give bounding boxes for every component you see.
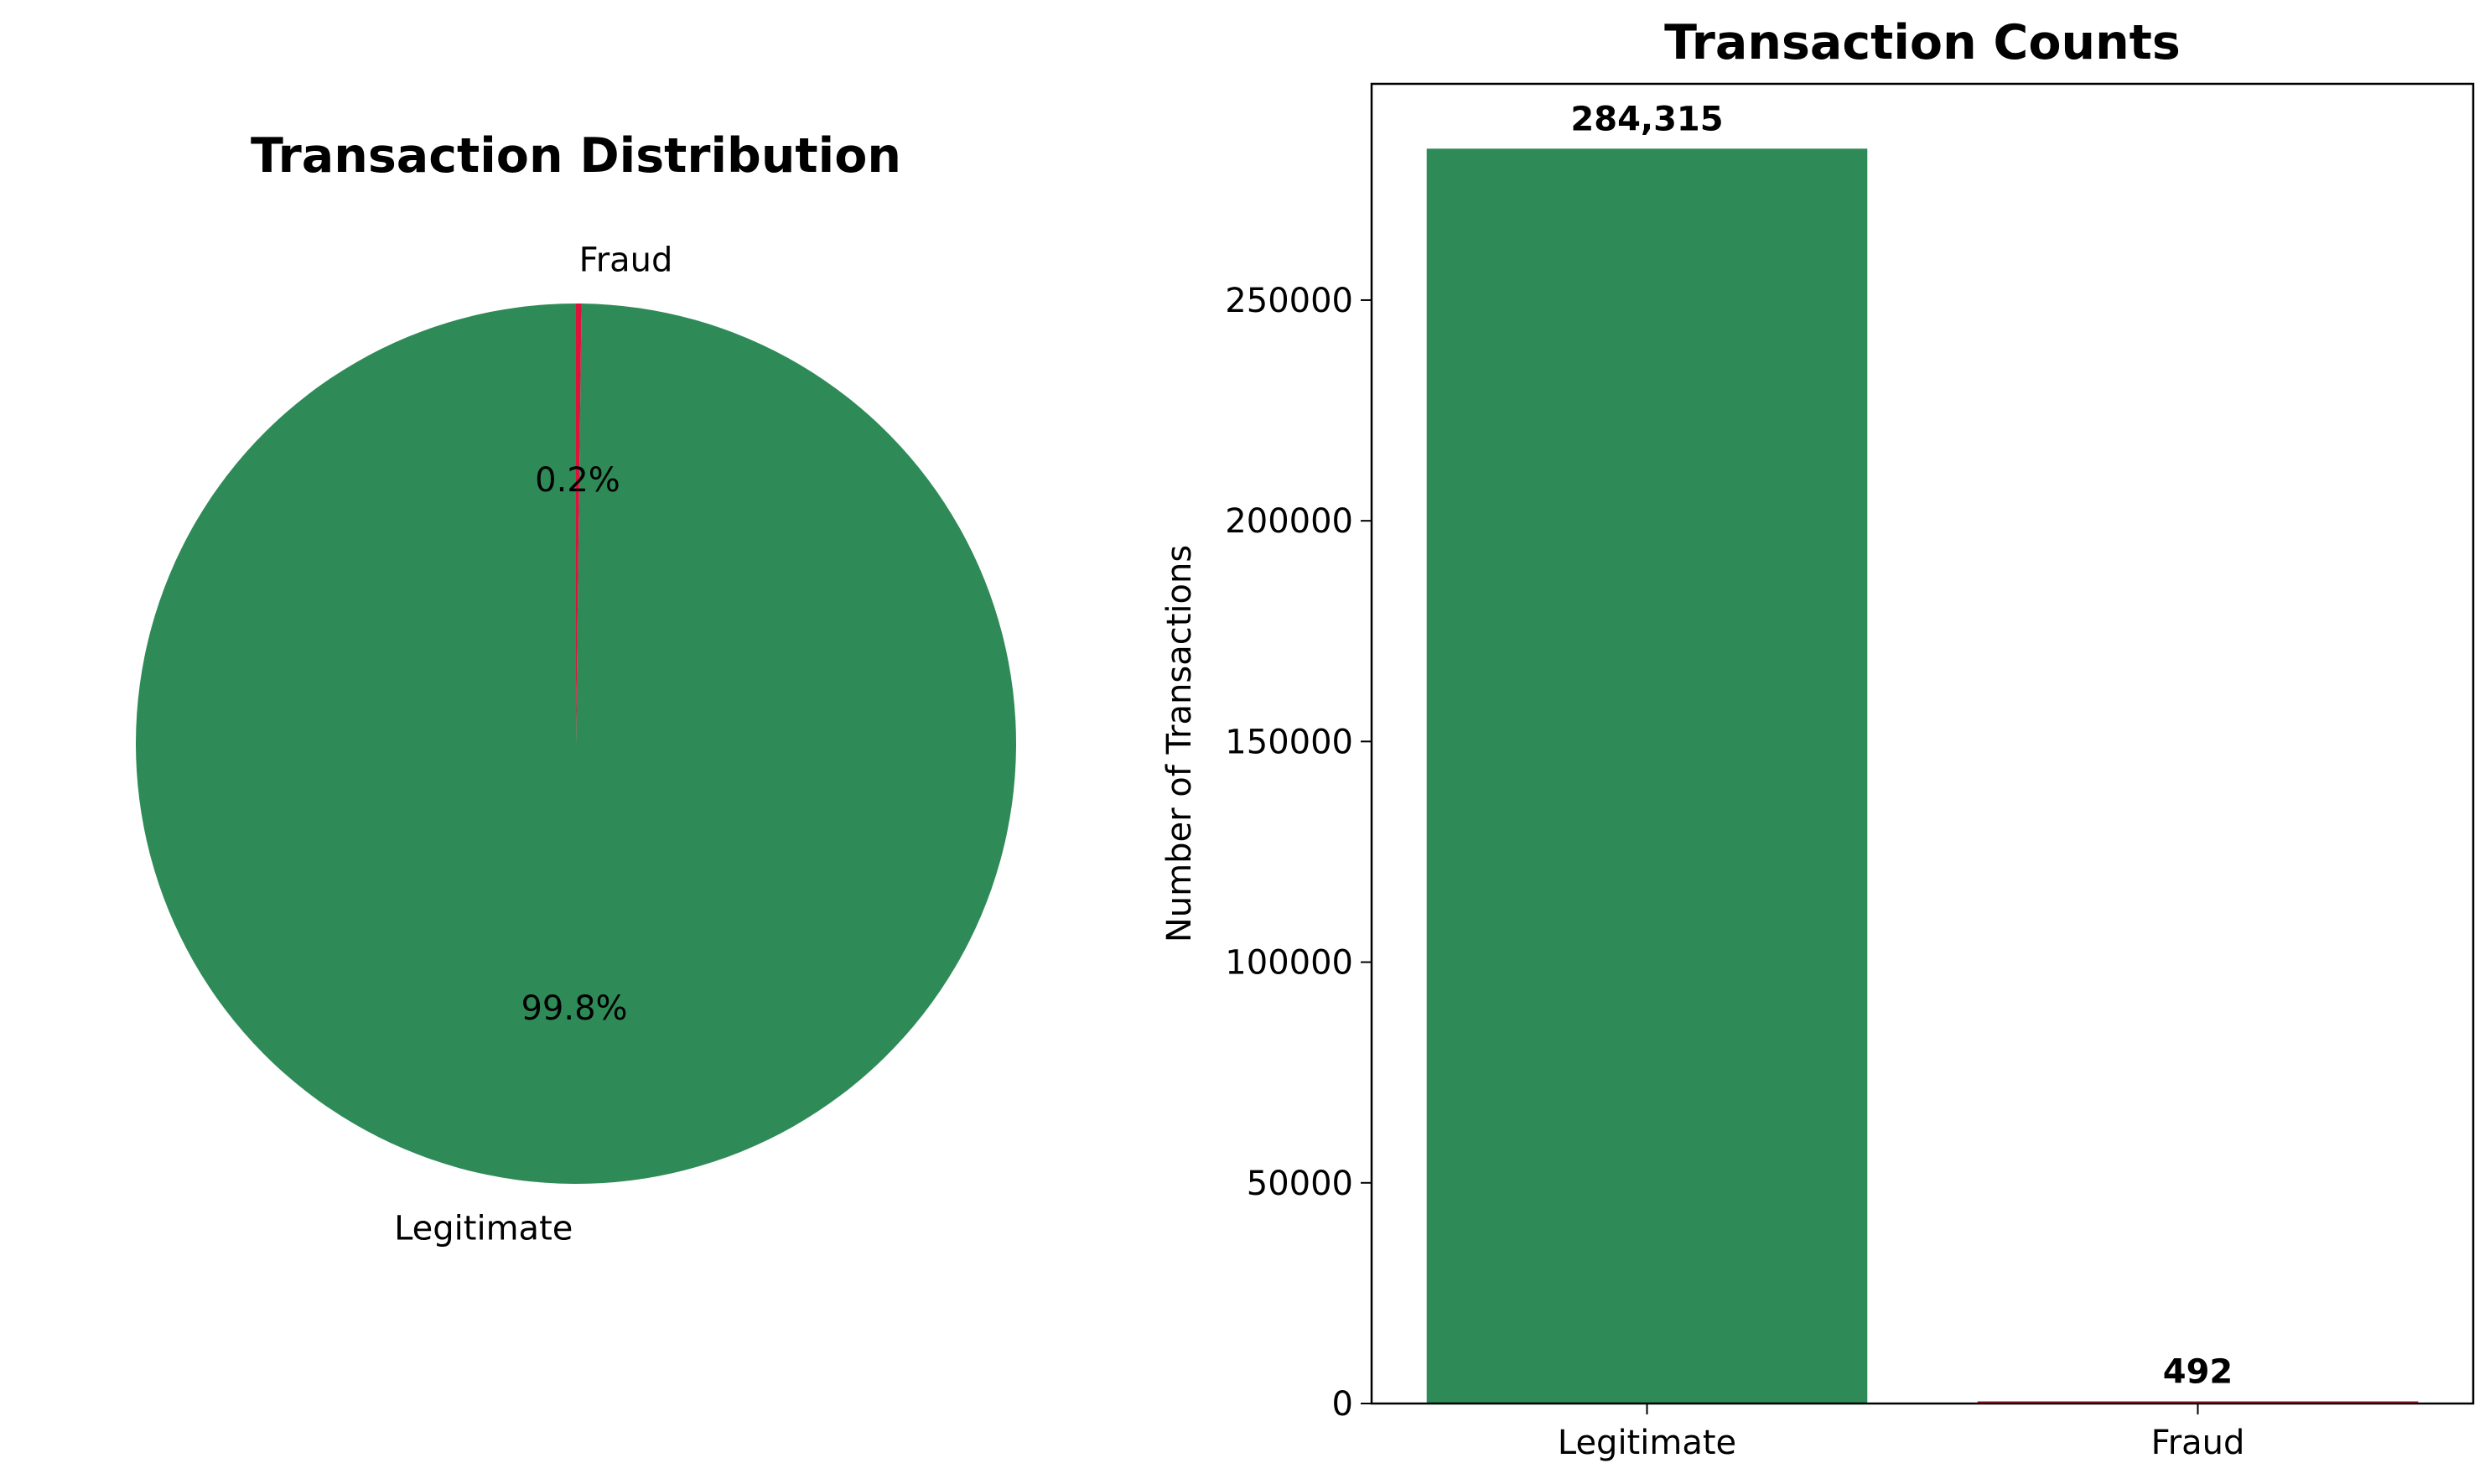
pie-labels: Legitimate 99.8% Fraud 0.2% bbox=[394, 241, 672, 1248]
bar-value-label-fraud: 492 bbox=[2163, 1352, 2233, 1391]
bar-value-labels: 284,315 492 bbox=[1570, 100, 2233, 1391]
bar-x-axis-ticks: Legitimate Fraud bbox=[1558, 1404, 2245, 1462]
bar-axes-frame bbox=[1370, 82, 2475, 1405]
bar-chart-panel: Transaction Counts 284,315 492 0 50000 1000… bbox=[1160, 15, 2475, 1462]
y-tick-label-0: 0 bbox=[1332, 1385, 1353, 1424]
bar-legitimate bbox=[1426, 148, 1868, 1404]
pie-slice-legitimate bbox=[136, 304, 1017, 1184]
bar-chart-title: Transaction Counts bbox=[1664, 15, 2181, 70]
pie-chart-panel: Transaction Distribution Legitimate 99.8%… bbox=[136, 128, 1017, 1248]
y-tick-label-200000: 200000 bbox=[1225, 502, 1353, 541]
y-tick-label-150000: 150000 bbox=[1225, 723, 1353, 761]
bar-value-label-legitimate: 284,315 bbox=[1570, 100, 1723, 138]
pie-percent-label-legitimate: 99.8% bbox=[521, 989, 627, 1028]
bar-y-axis-ticks: 0 50000 100000 150000 200000 250000 bbox=[1225, 282, 1372, 1424]
pie-category-label-fraud: Fraud bbox=[579, 241, 673, 280]
pie-slices bbox=[136, 304, 1017, 1184]
pie-slice-fraud bbox=[576, 304, 582, 744]
pie-category-label-legitimate: Legitimate bbox=[394, 1209, 573, 1248]
bar-series bbox=[1426, 148, 2419, 1404]
y-tick-label-250000: 250000 bbox=[1225, 282, 1353, 320]
x-tick-label-legitimate: Legitimate bbox=[1558, 1424, 1736, 1462]
x-tick-label-fraud: Fraud bbox=[2151, 1424, 2245, 1462]
pie-percent-label-fraud: 0.2% bbox=[535, 461, 620, 500]
y-tick-label-50000: 50000 bbox=[1247, 1165, 1353, 1203]
bar-y-axis-label: Number of Transactions bbox=[1160, 545, 1199, 942]
bar-fraud bbox=[1977, 1401, 2419, 1404]
pie-chart-title: Transaction Distribution bbox=[251, 128, 901, 184]
y-tick-label-100000: 100000 bbox=[1225, 944, 1353, 983]
